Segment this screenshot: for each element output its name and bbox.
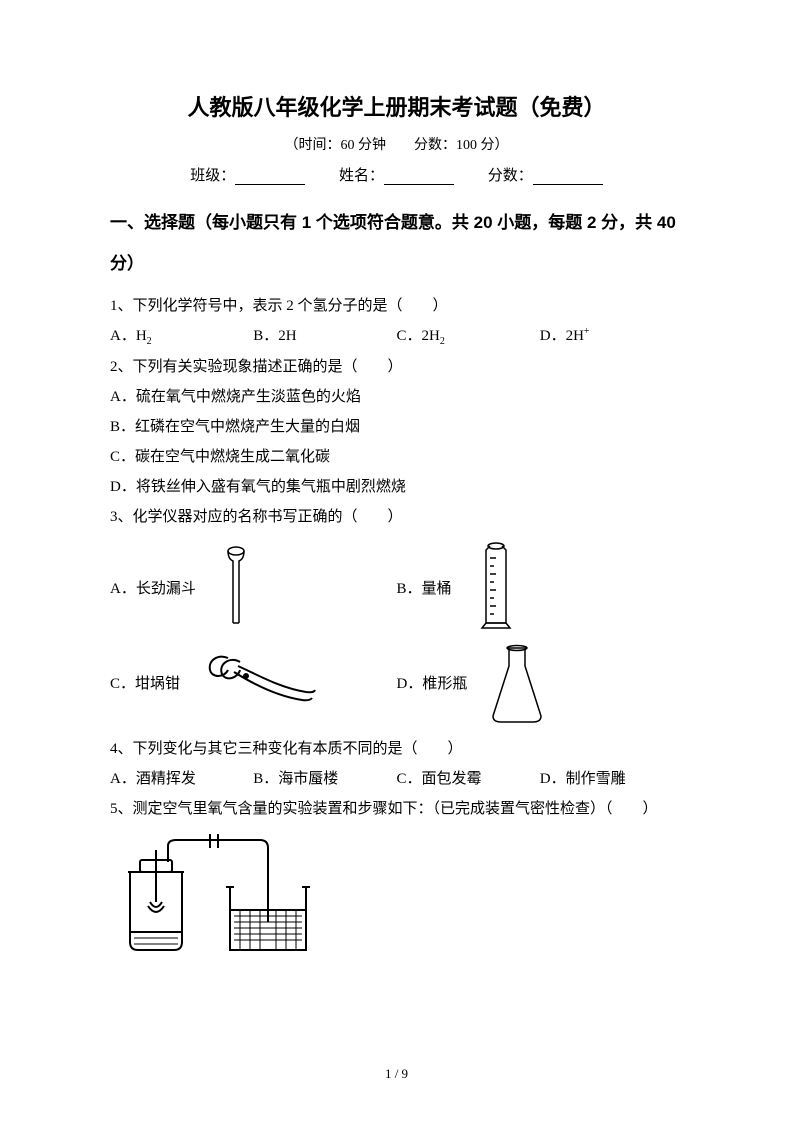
page-number: 1 / 9 [0, 1066, 793, 1082]
class-blank [235, 169, 305, 185]
apparatus-icon [110, 832, 320, 962]
q3-cell-b: B．量桶 [397, 538, 684, 638]
q2-opt-b: B．红磷在空气中燃烧产生大量的白烟 [110, 412, 683, 442]
score-blank [533, 169, 603, 185]
q3-label-b: B．量桶 [397, 577, 452, 598]
q2-opt-c: C．碳在空气中燃烧生成二氧化碳 [110, 442, 683, 472]
q3-cell-d: D．椎形瓶 [397, 638, 684, 728]
tongs-icon [190, 648, 320, 718]
q3-label-c: C．坩埚钳 [110, 672, 180, 693]
q3-text: 3、化学仪器对应的名称书写正确的（ ） [110, 502, 683, 532]
q1-opt-d: D．2H+ [540, 321, 683, 352]
q4-text: 4、下列变化与其它三种变化有本质不同的是（ ） [110, 734, 683, 764]
exam-title: 人教版八年级化学上册期末考试题（免费） [110, 90, 683, 122]
q3-label-a: A．长劲漏斗 [110, 577, 196, 598]
name-label: 姓名： [339, 168, 384, 184]
q3-image-grid: A．长劲漏斗 B．量桶 [110, 538, 683, 728]
funnel-icon [206, 543, 296, 633]
q1-opt-c: C．2H2 [397, 321, 540, 352]
q1-options: A．H2 B．2H C．2H2 D．2H+ [110, 321, 683, 352]
section-1-heading: 一、选择题（每小题只有 1 个选项符合题意。共 20 小题，每题 2 分，共 4… [110, 203, 683, 285]
cylinder-icon [462, 538, 532, 638]
q5-text: 5、测定空气里氧气含量的实验装置和步骤如下：（已完成装置气密性检查）（ ） [110, 794, 683, 824]
q4-opt-d: D．制作雪雕 [540, 764, 683, 794]
q2-opt-a: A．硫在氧气中燃烧产生淡蓝色的火焰 [110, 382, 683, 412]
q3-cell-c: C．坩埚钳 [110, 638, 397, 728]
q4-opt-b: B．海市蜃楼 [253, 764, 396, 794]
q4-opt-a: A．酒精挥发 [110, 764, 253, 794]
name-blank [384, 169, 454, 185]
flask-icon [477, 638, 557, 728]
q3-cell-a: A．长劲漏斗 [110, 538, 397, 638]
class-label: 班级： [190, 168, 235, 184]
score-label: 分数： [488, 168, 533, 184]
q4-options: A．酒精挥发 B．海市蜃楼 C．面包发霉 D．制作雪雕 [110, 764, 683, 794]
q5-apparatus [110, 832, 683, 962]
q2-text: 2、下列有关实验现象描述正确的是（ ） [110, 352, 683, 382]
q1-opt-b: B．2H [253, 321, 396, 352]
q1-text: 1、下列化学符号中，表示 2 个氢分子的是（ ） [110, 291, 683, 321]
exam-subtitle: （时间：60 分钟 分数：100 分） [110, 134, 683, 154]
q4-opt-c: C．面包发霉 [397, 764, 540, 794]
q1-opt-a: A．H2 [110, 321, 253, 352]
info-blanks: 班级： 姓名： 分数： [110, 164, 683, 185]
q2-opt-d: D．将铁丝伸入盛有氧气的集气瓶中剧烈燃烧 [110, 472, 683, 502]
q3-label-d: D．椎形瓶 [397, 672, 468, 693]
